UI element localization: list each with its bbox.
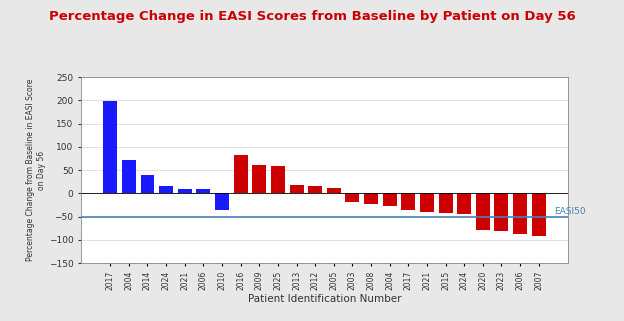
Bar	[290, 185, 303, 193]
Bar	[401, 193, 416, 210]
Bar	[513, 193, 527, 234]
Text: Percentage Change in EASI Scores from Baseline by Patient on Day 56: Percentage Change in EASI Scores from Ba…	[49, 10, 575, 22]
Bar	[420, 193, 434, 212]
Bar	[494, 193, 509, 230]
Bar	[271, 166, 285, 193]
Bar	[159, 187, 173, 193]
X-axis label: Patient Identification Number: Patient Identification Number	[248, 294, 401, 304]
Bar	[308, 187, 322, 193]
Bar	[103, 101, 117, 193]
Bar	[532, 193, 546, 236]
Bar	[197, 189, 210, 193]
Bar	[457, 193, 471, 214]
Text: EASI50: EASI50	[553, 207, 585, 216]
Bar	[233, 155, 248, 193]
Y-axis label: Percentage Change from Baseline in EASI Score
on Day 56: Percentage Change from Baseline in EASI …	[26, 79, 46, 261]
Bar	[383, 193, 397, 206]
Bar	[364, 193, 378, 204]
Bar	[178, 189, 192, 193]
Bar	[439, 193, 452, 213]
Bar	[346, 193, 359, 202]
Bar	[476, 193, 490, 230]
Bar	[215, 193, 229, 210]
Bar	[327, 188, 341, 193]
Bar	[140, 175, 155, 193]
Bar	[252, 165, 266, 193]
Bar	[122, 160, 136, 193]
